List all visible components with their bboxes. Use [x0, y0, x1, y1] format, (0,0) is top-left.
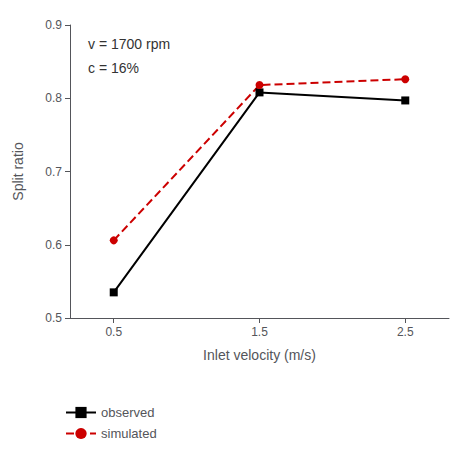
svg-text:observed: observed	[101, 405, 154, 420]
svg-text:Inlet velocity (m/s): Inlet velocity (m/s)	[203, 347, 316, 363]
svg-text:0.6: 0.6	[45, 238, 62, 252]
svg-text:0.8: 0.8	[45, 91, 62, 105]
svg-text:0.5: 0.5	[105, 325, 122, 339]
svg-text:2.5: 2.5	[397, 325, 414, 339]
svg-text:v = 1700 rpm: v = 1700 rpm	[88, 36, 170, 52]
svg-text:simulated: simulated	[101, 426, 157, 441]
svg-text:0.7: 0.7	[45, 165, 62, 179]
svg-text:Split ratio: Split ratio	[10, 142, 26, 201]
svg-text:c = 16%: c = 16%	[88, 60, 139, 76]
svg-text:0.5: 0.5	[45, 311, 62, 325]
svg-text:1.5: 1.5	[251, 325, 268, 339]
svg-text:0.9: 0.9	[45, 18, 62, 32]
